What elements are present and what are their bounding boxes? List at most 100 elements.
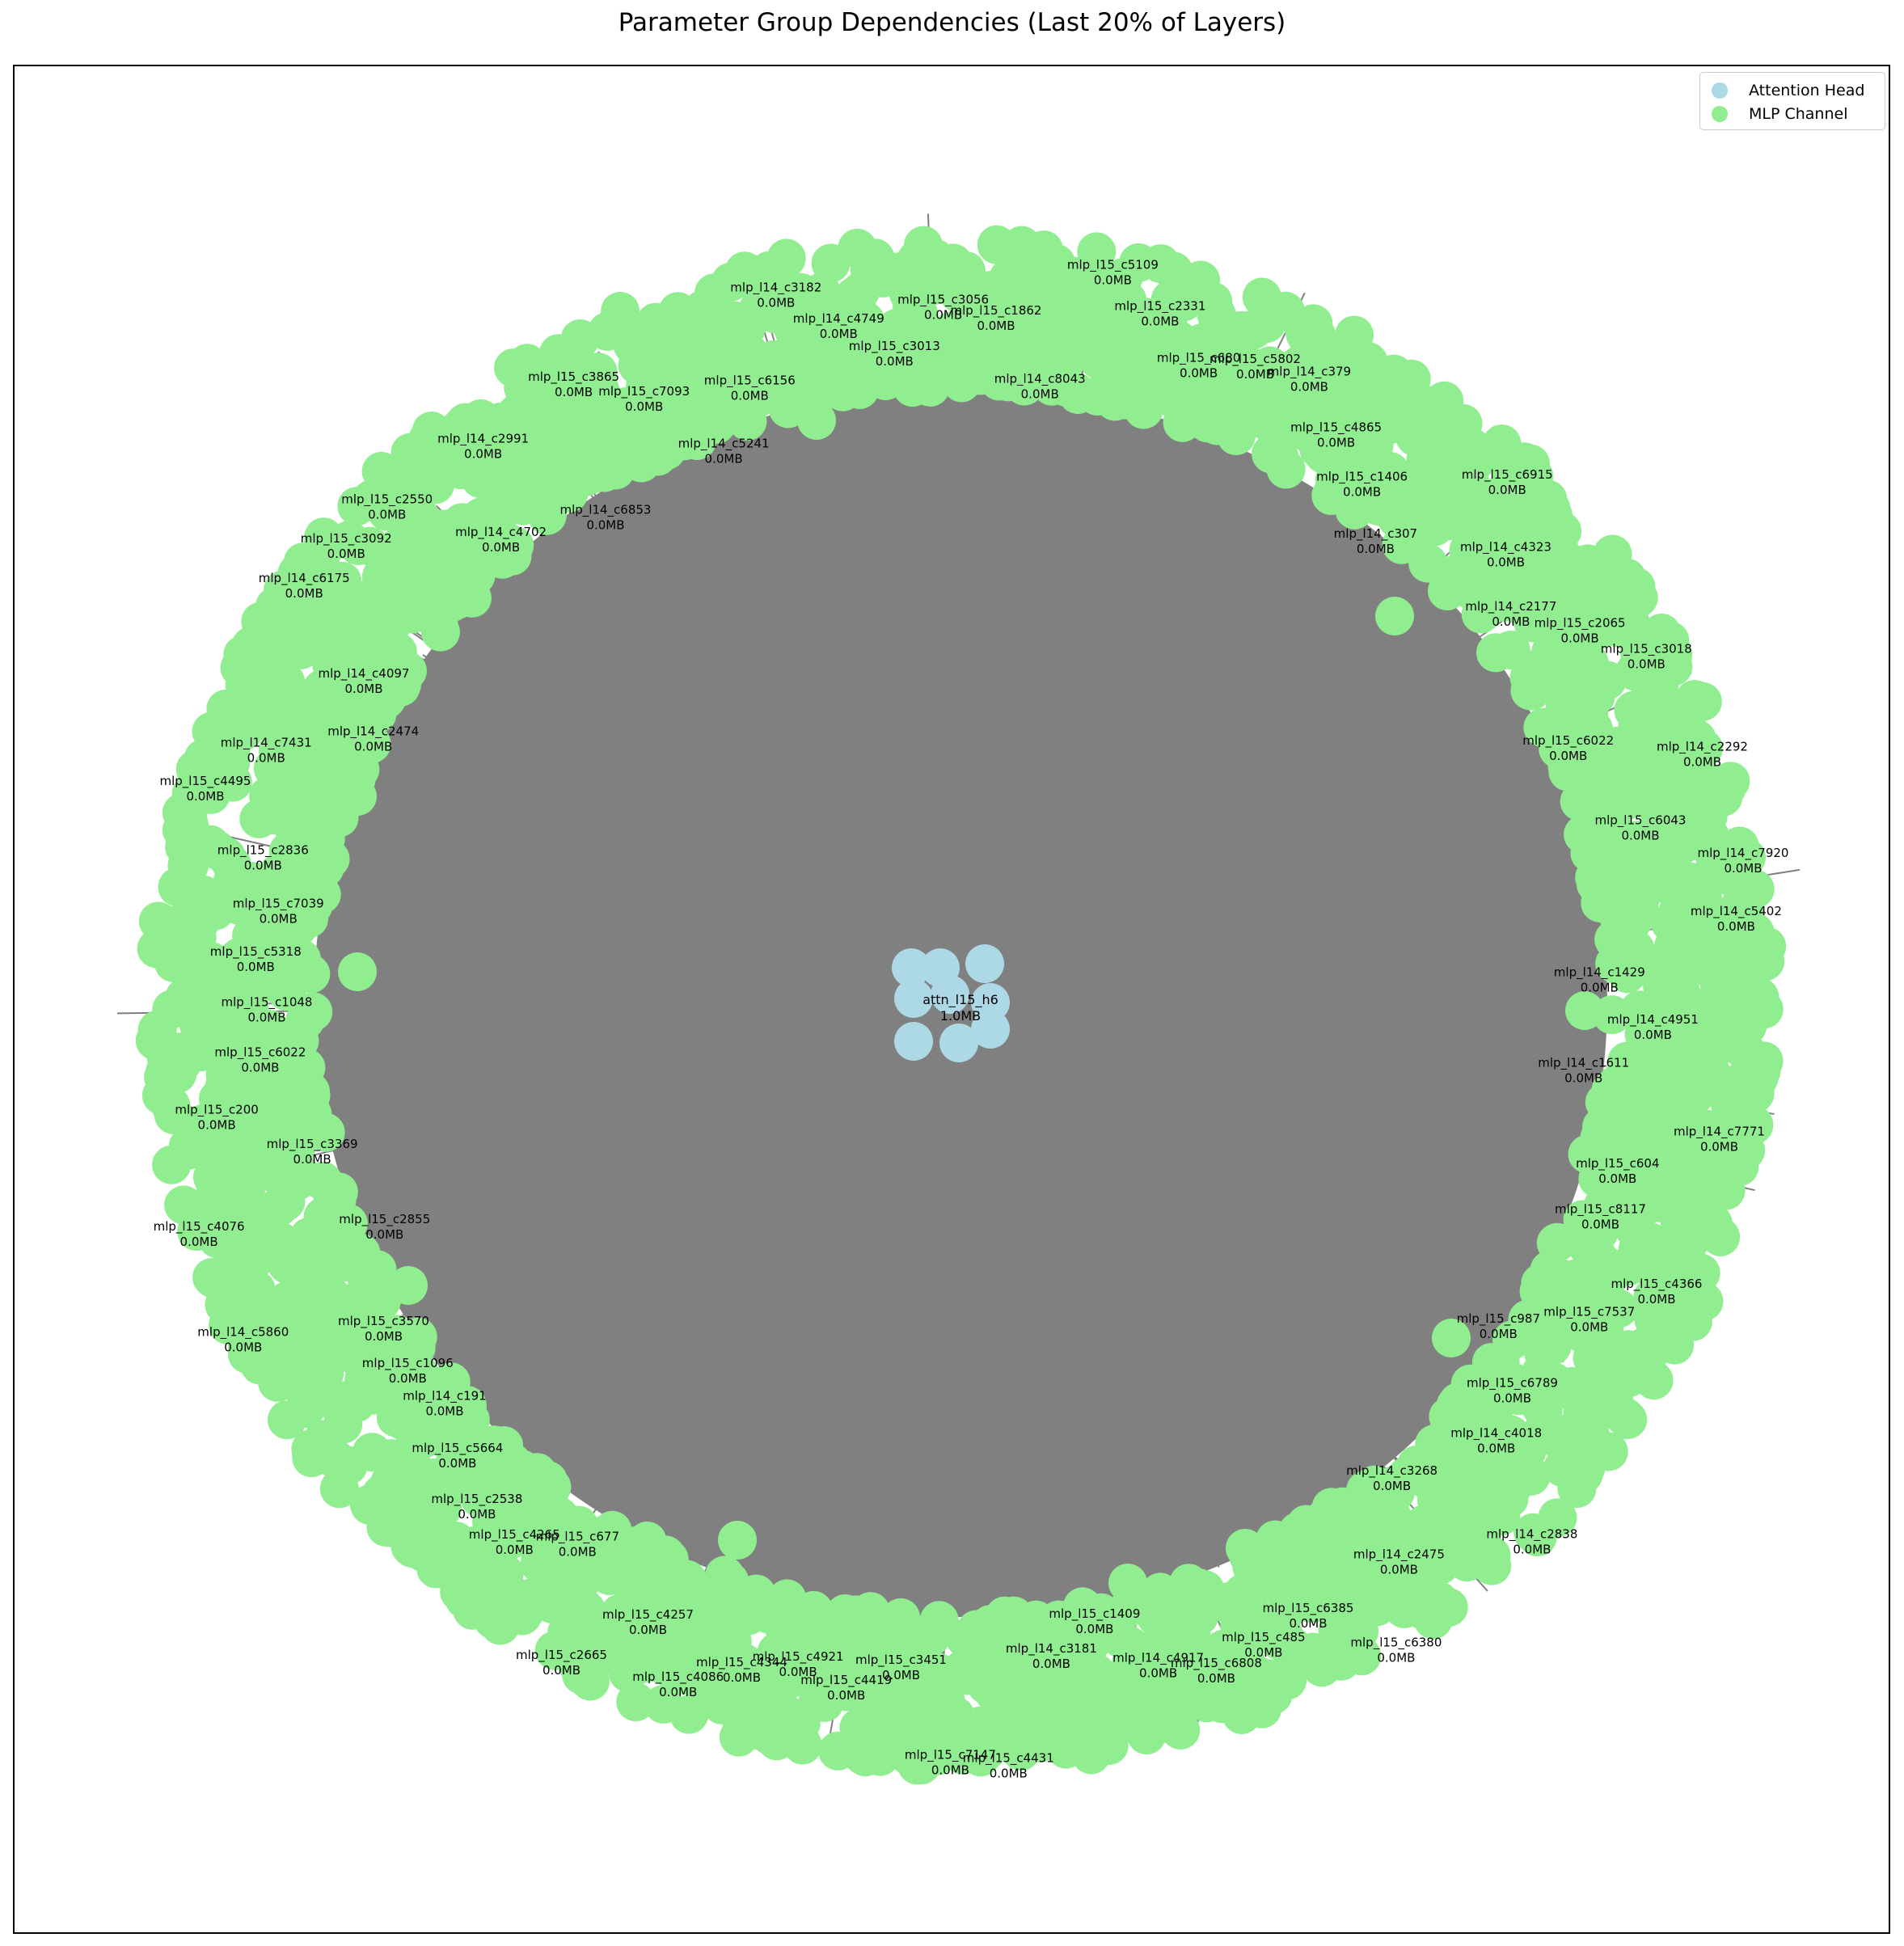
mlp-channel-node (361, 557, 401, 597)
mlp-node-label: mlp_l15_c3369 (267, 1137, 358, 1152)
dependency-edge (815, 302, 961, 1003)
dependency-edge (960, 1002, 1078, 1586)
mlp-channel-node (508, 344, 547, 383)
mlp-node-size-label: 0.0MB (586, 517, 624, 532)
mlp-node-label: mlp_l14_c5860 (197, 1324, 289, 1340)
dependency-edge (355, 986, 961, 1003)
dependency-edge (526, 1002, 961, 1427)
mlp-node-label: mlp_l14_c6853 (560, 502, 652, 517)
mlp-channel-node (579, 368, 618, 407)
legend-item-mlp: MLP Channel (1712, 103, 1847, 125)
dependency-edge (960, 771, 1577, 1003)
mlp-node-label: mlp_l14_c2475 (1353, 1547, 1445, 1562)
mlp-node-size-label: 0.0MB (241, 1061, 279, 1075)
mlp-node-label: mlp_l14_c2838 (1486, 1526, 1577, 1542)
mlp-channel-node (350, 526, 390, 566)
mlp-node-size-label: 0.0MB (285, 586, 323, 601)
dependency-edge (587, 447, 961, 1003)
dependency-edge (960, 837, 1615, 1003)
mlp-node-label: mlp_l14_c379 (1268, 364, 1351, 379)
mlp-node-size-label: 0.0MB (1289, 1616, 1327, 1631)
mlp-node-label: mlp_l14_c2991 (437, 431, 529, 446)
dependency-edge (960, 892, 1609, 1003)
mlp-node-size-label: 0.0MB (876, 354, 914, 369)
dependency-edge (412, 671, 961, 1003)
mlp-node-label: mlp_l15_c2550 (341, 492, 433, 507)
mlp-node-label: mlp_l15_c3865 (528, 369, 619, 385)
mlp-node-label: mlp_l15_c8117 (1555, 1202, 1646, 1218)
mlp-node-size-label: 0.0MB (224, 1340, 262, 1354)
dependency-edge (960, 1002, 1220, 1568)
mlp-node-size-label: 0.0MB (977, 319, 1015, 333)
mlp-channel-node (1698, 984, 1737, 1023)
dependency-edge (260, 970, 961, 1003)
dependency-edge (960, 1002, 1163, 1633)
dependency-edge (960, 1002, 984, 1650)
dependency-edge (960, 957, 1658, 1003)
dependency-edge (467, 650, 961, 1003)
dependency-edge (960, 375, 994, 1003)
dependency-edge (960, 581, 1475, 1003)
mlp-node-size-label: 0.0MB (1377, 1650, 1415, 1665)
mlp-node-label: mlp_l15_c677 (536, 1530, 619, 1545)
mlp-node-label: mlp_l15_c200 (175, 1102, 258, 1117)
mlp-node-size-label: 0.0MB (365, 1227, 403, 1242)
dependency-edge (960, 412, 1038, 1003)
mlp-node-layer (135, 225, 1787, 1785)
mlp-node-size-label: 0.0MB (1480, 1327, 1518, 1341)
mlp-node-label: mlp_l15_c3013 (849, 339, 940, 354)
mlp-node-label: mlp_l15_c7039 (233, 897, 324, 912)
mlp-node-size-label: 0.0MB (1032, 1657, 1070, 1671)
dependency-edge (390, 1002, 961, 1353)
dependency-edge (960, 450, 1015, 1003)
attention-head-node (971, 1010, 1010, 1049)
dependency-edge (960, 1002, 1235, 1637)
mlp-node-size-label: 0.0MB (882, 1668, 920, 1682)
mlp-node-size-label: 0.0MB (1075, 1622, 1113, 1636)
dependency-edge (722, 373, 961, 1003)
mlp-node-label: mlp_l15_c4366 (1611, 1277, 1703, 1292)
dependency-edge (582, 457, 961, 1003)
mlp-channel-node (1512, 671, 1551, 711)
dependency-edge (635, 420, 961, 1003)
dependency-edge (960, 1002, 1121, 1628)
mlp-channel-node (474, 1425, 513, 1465)
mlp-node-label: mlp_l15_c5664 (412, 1441, 503, 1456)
mlp-node-size-label: 0.0MB (464, 446, 502, 461)
mlp-node-label: mlp_l15_c3570 (338, 1314, 429, 1329)
mlp-node-size-label: 0.0MB (1637, 1292, 1675, 1306)
dependency-edge (669, 365, 961, 1003)
dependency-edge (758, 413, 961, 1003)
mlp-node-size-label: 0.0MB (1236, 367, 1274, 382)
mlp-node-size-label: 0.0MB (389, 1371, 427, 1386)
attention-head-node (971, 983, 1010, 1022)
mlp-node-size-label: 0.0MB (260, 912, 298, 927)
dependency-edge (816, 1002, 961, 1526)
dependency-edge (730, 469, 961, 1003)
attention-head-node (939, 1024, 978, 1062)
dependency-edge (960, 356, 1207, 1003)
mlp-channel-node (1216, 414, 1256, 454)
dependency-edge (762, 1002, 961, 1621)
dependency-edge (960, 1002, 1607, 1067)
dependency-edge (231, 873, 961, 1003)
mlp-node-label: mlp_l15_c5109 (1067, 257, 1159, 272)
mlp-node-label: mlp_l15_c1409 (1049, 1606, 1140, 1622)
dependency-edge (960, 373, 1117, 1003)
dependency-edge (285, 821, 961, 1003)
mlp-node-size-label: 0.0MB (1700, 1139, 1738, 1154)
dependency-edge (748, 1002, 961, 1581)
mlp-channel-node (678, 421, 716, 460)
dependency-edge (319, 1002, 961, 1208)
mlp-channel-node (194, 1260, 234, 1299)
dependency-edge (710, 437, 961, 1003)
dependency-edge (765, 363, 961, 1003)
dependency-edge (960, 513, 1492, 1003)
dependency-edge (397, 1002, 961, 1319)
mlp-node-label: mlp_l15_c4265 (469, 1527, 560, 1543)
dependency-edge (952, 1002, 961, 1606)
mlp-node-label: mlp_l14_c4323 (1460, 539, 1551, 555)
attention-node-layer (892, 944, 1010, 1062)
dependency-edge (960, 1002, 1236, 1552)
mlp-node-label: mlp_l15_c3056 (897, 293, 989, 308)
